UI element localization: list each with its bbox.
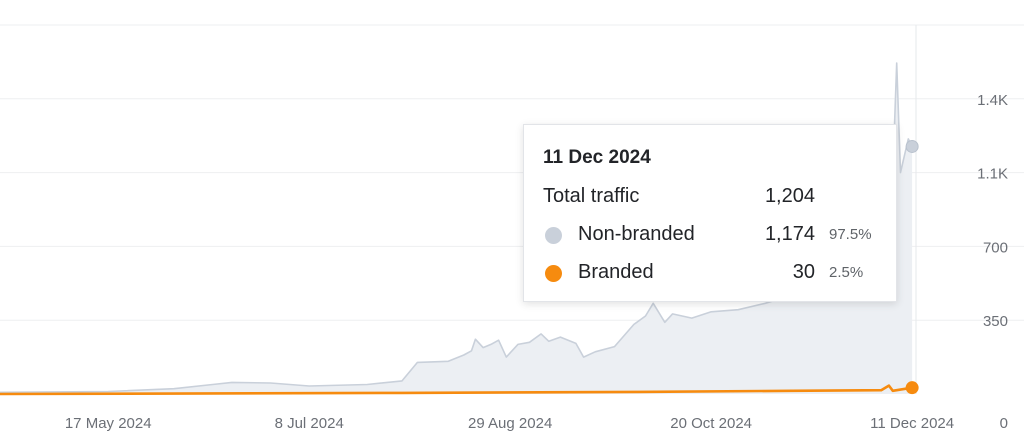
y-tick-label: 350 [983, 313, 1008, 330]
series-area-non-branded [0, 63, 913, 394]
tooltip-total-value: 1,204 [764, 185, 815, 207]
x-tick-label: 29 Aug 2024 [468, 415, 552, 432]
tooltip-series-value: 30 [792, 261, 815, 283]
tooltip-series-percent: 97.5% [829, 226, 872, 243]
x-tick-label: 20 Oct 2024 [670, 415, 752, 432]
y-tick-label: 0 [1000, 415, 1008, 432]
tooltip-series-percent: 2.5% [829, 264, 864, 281]
tooltip-series-value: 1,174 [764, 223, 815, 245]
tooltip-total-row: Total traffic 1,204 [543, 185, 883, 211]
tooltip-series-name: Branded [578, 261, 654, 283]
tooltip-date: 11 Dec 2024 [543, 147, 651, 168]
x-tick-label: 17 May 2024 [65, 415, 152, 432]
y-tick-label: 1.1K [977, 166, 1008, 183]
series-marker-branded [905, 381, 919, 395]
tooltip-series-name: Non-branded [578, 223, 695, 245]
chart-tooltip: 11 Dec 2024 Total traffic 1,204 Non-bran… [523, 124, 897, 302]
y-tick-label: 700 [983, 239, 1008, 256]
tooltip-total-label: Total traffic [543, 185, 640, 207]
tooltip-row-non-branded: Non-branded 1,174 97.5% [543, 223, 883, 249]
branded-dot-icon [545, 265, 562, 282]
x-tick-label: 11 Dec 2024 [870, 415, 954, 432]
series-marker-non-branded [905, 139, 919, 153]
x-tick-label: 8 Jul 2024 [275, 415, 344, 432]
series-line-branded [0, 384, 913, 396]
non-branded-dot-icon [545, 227, 562, 244]
tooltip-row-branded: Branded 30 2.5% [543, 261, 883, 287]
y-tick-label: 1.4K [977, 92, 1008, 109]
